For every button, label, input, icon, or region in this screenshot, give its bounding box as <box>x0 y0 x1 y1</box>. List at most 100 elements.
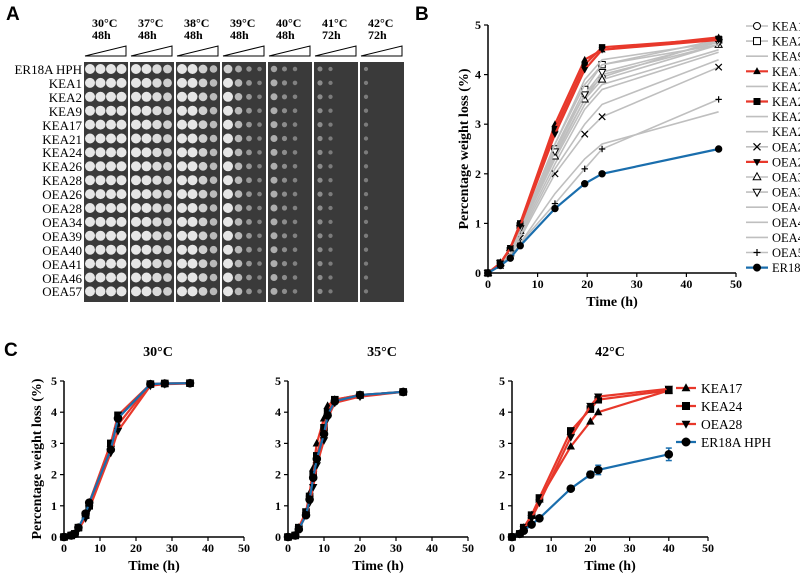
colony-spot <box>246 246 252 253</box>
legend-label: KEA9 <box>772 50 800 64</box>
colony-spot <box>246 219 252 225</box>
colony-spot <box>141 105 152 116</box>
triangle-down-marker <box>681 420 691 429</box>
colony-spot <box>292 177 298 183</box>
colony-spot <box>223 91 233 102</box>
colony-spot <box>141 175 152 186</box>
circle-marker <box>283 532 293 542</box>
colony-spot <box>257 289 262 294</box>
colony-spot <box>328 164 333 169</box>
colony-spot <box>95 105 106 116</box>
colony-spot <box>234 176 243 184</box>
colony-spot <box>116 175 127 186</box>
circle-marker <box>294 524 304 534</box>
colony-spot <box>95 258 106 269</box>
colony-spot <box>95 133 106 144</box>
colony-spot <box>141 133 152 144</box>
colony-spot <box>106 216 116 227</box>
colony-spot <box>187 286 198 297</box>
circle-marker <box>160 379 170 388</box>
colony-spot <box>187 133 198 144</box>
colony-spot <box>270 246 278 254</box>
circle-marker <box>753 263 761 272</box>
colony-spot <box>177 105 187 116</box>
colony-spot <box>187 175 198 186</box>
legend-item: KEA26 <box>746 110 800 124</box>
circle-marker <box>598 170 606 178</box>
x-axis-label: Time (h) <box>352 559 404 574</box>
colony-spot <box>106 105 116 116</box>
colony-spot <box>363 94 369 99</box>
colony-spot <box>234 93 243 101</box>
colony-spot <box>198 148 208 157</box>
strain-label: KEA28 <box>42 173 82 189</box>
y-tick-label: 5 <box>275 374 281 388</box>
colony-spot <box>292 136 298 141</box>
colony-spot <box>187 91 198 102</box>
condition-label: 39°C 48h <box>230 16 256 42</box>
colony-spot <box>234 148 243 157</box>
colony-spot <box>270 148 278 156</box>
colony-spot <box>281 149 288 155</box>
colony-spot <box>85 64 95 74</box>
colony-spot <box>270 135 278 142</box>
colony-spot <box>328 66 333 72</box>
colony-spot <box>131 119 141 130</box>
open-square-marker <box>753 37 761 46</box>
circle-marker <box>113 414 123 423</box>
condition-label: 38°C 48h <box>184 16 210 42</box>
colony-spot <box>246 121 252 128</box>
colony-spot <box>223 272 233 283</box>
colony-spot <box>317 288 323 294</box>
colony-spot <box>177 230 187 241</box>
chart-c3: 0 10 20 30 40 50 0 1 2 3 4 5 Time (h) <box>499 374 714 574</box>
legend-item: ER18A HPH <box>746 261 800 275</box>
y-tick-label: 3 <box>475 117 481 131</box>
square-marker <box>527 511 536 519</box>
circle-marker <box>566 484 576 493</box>
x-marker <box>753 142 761 151</box>
colony-spot <box>270 107 278 115</box>
colony-spot <box>85 189 95 200</box>
strain-label: KEA1 <box>48 75 82 91</box>
open-triangle-up-marker <box>597 74 607 83</box>
colony-spot <box>187 77 198 88</box>
colony-spot <box>292 66 298 72</box>
legend-label: OEA28 <box>772 155 800 169</box>
y-tick-label: 1 <box>475 216 481 230</box>
colony-spot <box>246 177 252 184</box>
circle-marker <box>74 523 83 532</box>
colony-spot <box>152 147 162 158</box>
panel-c-letter: C <box>4 340 18 361</box>
colony-spot <box>85 216 95 227</box>
x-tick-label: 40 <box>202 541 214 555</box>
legend-item: OEA40 <box>746 201 800 215</box>
colony-spot <box>209 190 218 198</box>
colony-spot <box>328 191 333 197</box>
colony-spot <box>281 233 288 239</box>
circle-marker <box>681 437 691 447</box>
colony-spot <box>292 150 298 155</box>
colony-spot <box>131 91 141 102</box>
colony-spot <box>198 203 208 213</box>
colony-spot <box>116 189 127 200</box>
colony-spot <box>317 191 323 197</box>
legend-item: ER18A HPH <box>676 435 771 450</box>
colony-spot <box>209 65 218 73</box>
colony-spot <box>177 147 187 158</box>
colony-spot <box>152 286 162 297</box>
x-tick-label: 50 <box>462 541 474 555</box>
colony-spot <box>116 272 127 283</box>
circle-marker <box>516 242 524 250</box>
plus-marker <box>715 96 722 103</box>
strain-label: ER18A HPH <box>14 62 82 77</box>
legend-item: KEA24 <box>676 399 742 414</box>
legend-item: OEA28 <box>676 417 742 432</box>
circle-marker <box>551 204 559 213</box>
colony-spot <box>281 94 288 100</box>
colony-spot <box>223 161 233 172</box>
colony-spot <box>282 66 287 72</box>
colony-spot <box>177 203 187 213</box>
colony-spot <box>363 289 369 294</box>
colony-spot <box>106 244 116 255</box>
